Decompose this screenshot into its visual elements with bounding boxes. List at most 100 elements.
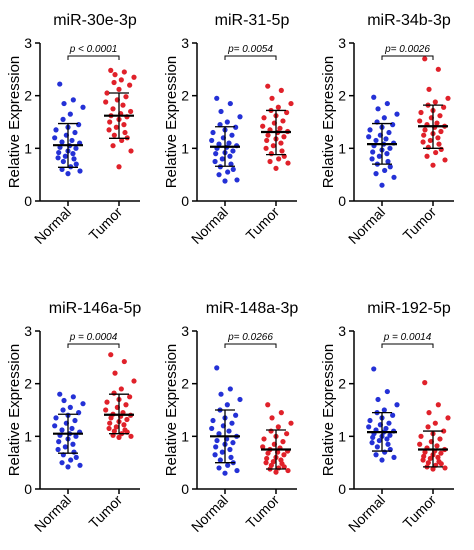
y-axis-label: Relative Expression xyxy=(163,56,180,189)
data-point-normal xyxy=(227,386,233,392)
y-tick-label: 3 xyxy=(338,323,346,339)
data-point-normal xyxy=(234,467,240,474)
data-point-normal xyxy=(71,156,77,162)
significance-bracket xyxy=(381,343,434,348)
y-tick-label: 1 xyxy=(338,428,346,444)
data-point-tumor xyxy=(420,139,426,145)
x-tick-label: Normal xyxy=(345,492,388,535)
data-point-tumor xyxy=(273,469,279,475)
x-tick-label: Tumor xyxy=(400,204,440,244)
data-point-tumor xyxy=(116,86,122,92)
data-point-tumor xyxy=(285,160,291,166)
data-point-tumor xyxy=(435,135,441,141)
data-point-normal xyxy=(71,449,77,455)
data-point-normal xyxy=(213,444,219,450)
data-point-tumor xyxy=(288,420,294,426)
data-point-tumor xyxy=(434,443,440,449)
data-point-tumor xyxy=(267,158,273,165)
data-point-tumor xyxy=(268,428,274,434)
data-point-normal xyxy=(52,423,58,429)
data-point-normal xyxy=(386,420,392,426)
data-point-tumor xyxy=(425,424,431,430)
data-point-tumor xyxy=(281,452,287,458)
panel-title: miR-34b-3p xyxy=(367,12,451,29)
data-point-tumor xyxy=(264,455,270,462)
data-point-normal xyxy=(209,425,215,432)
data-point-tumor xyxy=(119,137,125,144)
data-point-tumor xyxy=(445,95,451,101)
data-point-tumor xyxy=(281,464,287,470)
data-point-normal xyxy=(369,440,375,446)
data-point-normal xyxy=(216,431,222,437)
data-point-normal xyxy=(210,417,216,424)
data-point-normal xyxy=(387,145,393,151)
significance-bracket xyxy=(224,343,277,348)
data-point-tumor xyxy=(264,137,270,144)
data-point-tumor xyxy=(438,461,444,467)
data-point-normal xyxy=(381,115,387,121)
data-point-normal xyxy=(216,172,222,178)
data-point-tumor xyxy=(425,460,431,466)
y-tick-label: 0 xyxy=(24,481,32,497)
y-tick-label: 2 xyxy=(338,88,346,104)
data-point-normal xyxy=(370,149,376,155)
data-point-normal xyxy=(373,171,379,177)
data-point-normal xyxy=(214,365,220,371)
data-point-normal xyxy=(224,402,230,408)
data-point-normal xyxy=(70,151,76,157)
data-point-tumor xyxy=(112,370,118,376)
data-point-tumor xyxy=(106,127,112,133)
data-point-normal xyxy=(65,171,71,177)
data-point-tumor xyxy=(445,415,451,421)
data-point-normal xyxy=(237,114,243,120)
data-point-tumor xyxy=(430,466,436,472)
data-point-normal xyxy=(77,462,83,468)
data-point-normal xyxy=(224,119,230,125)
data-point-tumor xyxy=(118,386,124,392)
data-point-normal xyxy=(373,137,379,144)
y-tick-label: 2 xyxy=(338,376,346,392)
data-point-tumor xyxy=(121,69,127,75)
data-point-tumor xyxy=(275,104,281,110)
data-point-tumor xyxy=(438,450,444,456)
data-point-normal xyxy=(385,441,391,447)
y-tick-label: 2 xyxy=(24,376,32,392)
data-point-tumor xyxy=(123,402,129,408)
data-point-normal xyxy=(234,177,240,183)
data-point-tumor xyxy=(121,358,127,365)
data-point-normal xyxy=(384,100,390,107)
data-point-tumor xyxy=(108,67,114,73)
y-tick-label: 0 xyxy=(338,193,346,209)
data-point-tumor xyxy=(260,444,266,450)
data-point-normal xyxy=(376,153,382,159)
data-point-tumor xyxy=(278,87,284,93)
data-point-tumor xyxy=(436,141,442,147)
data-point-tumor xyxy=(417,118,423,124)
data-point-tumor xyxy=(261,436,267,442)
data-point-tumor xyxy=(422,449,428,455)
data-point-tumor xyxy=(108,352,114,358)
data-point-tumor xyxy=(110,106,116,112)
data-point-tumor xyxy=(128,433,134,439)
data-point-normal xyxy=(73,454,79,460)
data-point-normal xyxy=(382,449,388,455)
y-tick-label: 1 xyxy=(24,140,32,156)
y-tick-label: 3 xyxy=(24,323,32,339)
data-point-tumor xyxy=(111,132,117,138)
data-point-normal xyxy=(381,407,387,413)
data-point-normal xyxy=(68,457,74,463)
data-point-normal xyxy=(394,111,400,117)
data-point-normal xyxy=(394,402,400,408)
y-tick-label: 3 xyxy=(24,35,32,51)
data-point-tumor xyxy=(111,79,117,86)
x-tick-label: Normal xyxy=(345,204,388,247)
data-point-tumor xyxy=(277,125,283,131)
data-point-tumor xyxy=(417,441,423,447)
data-point-tumor xyxy=(437,113,443,119)
data-point-tumor xyxy=(265,402,271,408)
data-point-normal xyxy=(216,141,222,147)
